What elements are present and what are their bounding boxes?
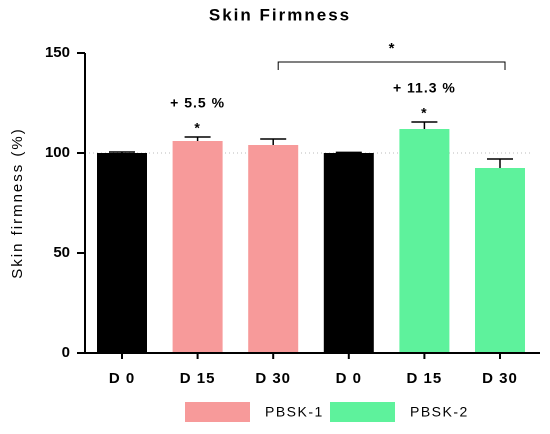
y-tick-label: 50: [53, 244, 70, 261]
y-axis-label: Skin firmness (%): [9, 127, 26, 279]
x-tick-label: D 0: [109, 370, 135, 387]
x-tick-label: D 15: [407, 370, 443, 387]
bracket: [277, 61, 506, 70]
annotation: *: [421, 105, 427, 121]
x-tick-label: D 0: [336, 370, 362, 387]
bracket-label: *: [389, 40, 395, 57]
bar: [97, 153, 147, 353]
chart-title: Skin Firmness: [209, 5, 351, 24]
legend-label: PBSK-2: [410, 404, 469, 420]
x-tick-label: D 30: [482, 370, 518, 387]
y-tick-label: 150: [45, 44, 70, 61]
bar: [323, 153, 374, 353]
annotation: *: [194, 120, 200, 136]
x-tick-label: D 15: [180, 370, 216, 387]
annotation: + 5.5 %: [170, 95, 225, 111]
legend-swatch: [185, 402, 250, 422]
legend-label: PBSK-1: [265, 404, 324, 420]
annotation: + 11.3 %: [393, 80, 456, 96]
x-tick-label: D 30: [255, 370, 291, 387]
bar: [399, 129, 450, 353]
bar: [248, 145, 299, 353]
bar: [172, 141, 223, 353]
legend-swatch: [330, 402, 395, 422]
y-tick-label: 100: [45, 144, 70, 161]
y-tick-label: 0: [62, 344, 70, 361]
bar: [475, 168, 525, 353]
